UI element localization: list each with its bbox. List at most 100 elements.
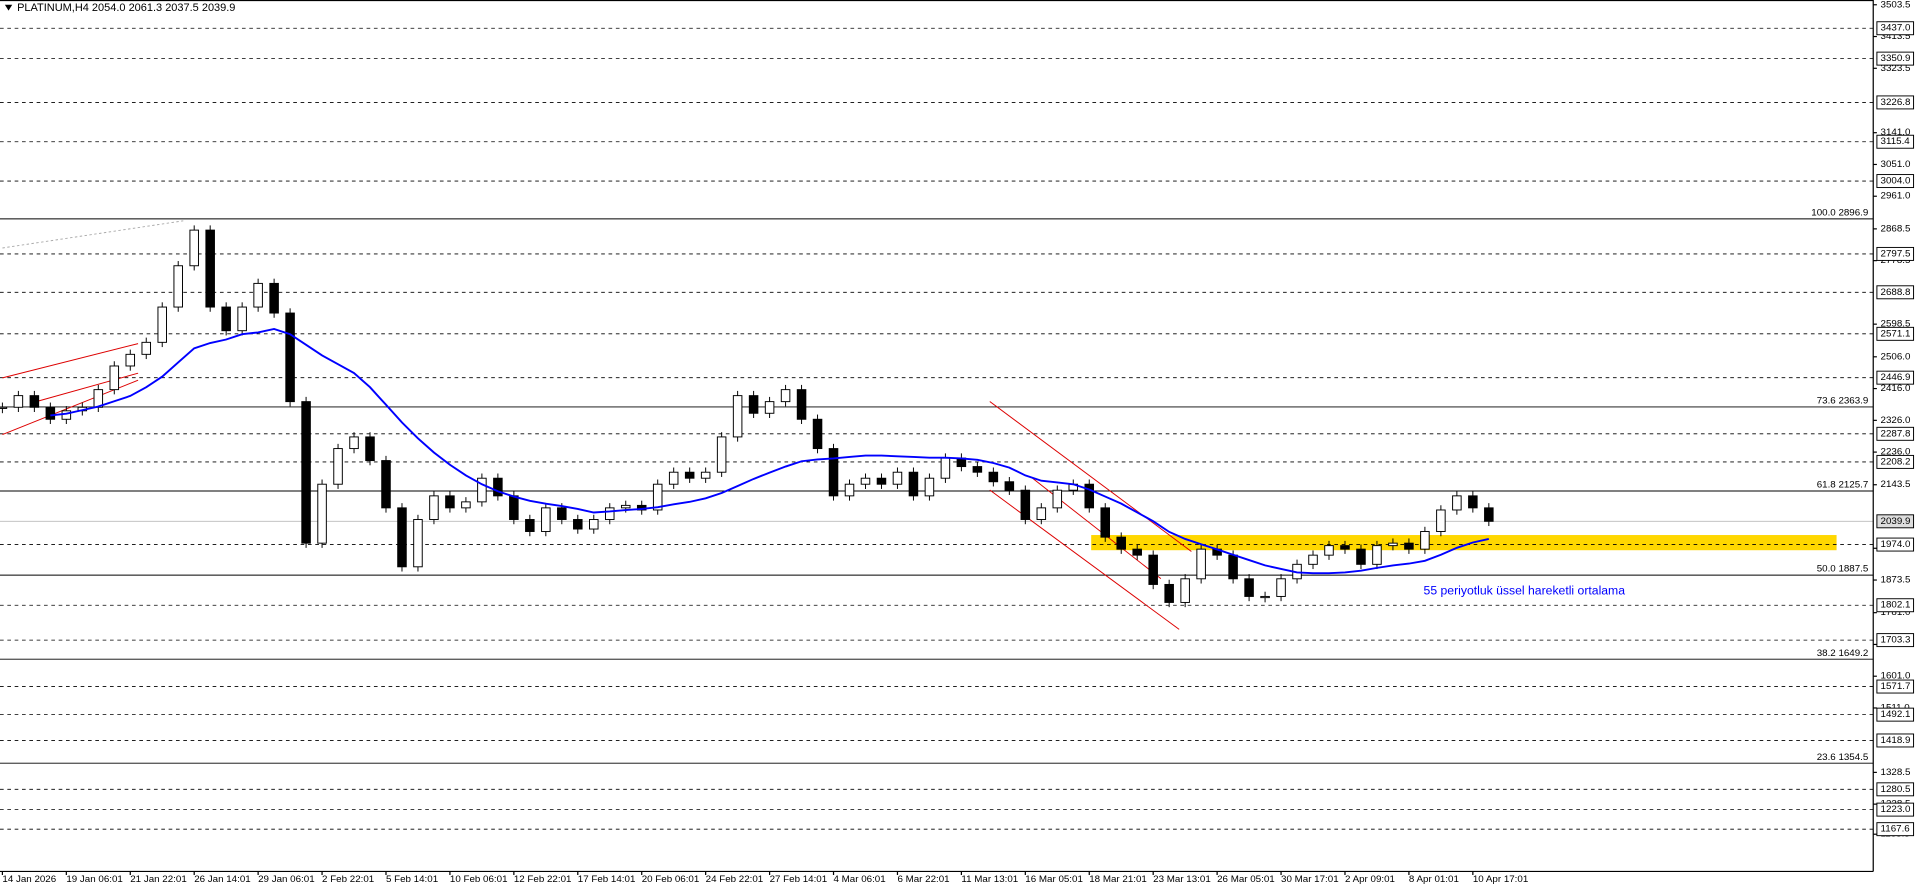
level-label-box (1876, 598, 1915, 613)
candle (333, 448, 343, 485)
title-arrow (4, 4, 13, 11)
level-label: 2208.2 (1881, 457, 1911, 468)
candle (1468, 495, 1478, 509)
candle (525, 519, 535, 532)
candle (1116, 536, 1126, 550)
candle (668, 471, 679, 485)
x-tick-label: 20 Feb 06:01 (642, 874, 700, 885)
x-tick-label: 26 Mar 05:01 (1217, 874, 1275, 885)
x-tick-label: 10 Feb 06:01 (450, 874, 508, 885)
x-tick-label: 17 Feb 14:01 (578, 874, 636, 885)
y-tick-label: 1873.5 (1881, 575, 1911, 586)
x-tick-label: 19 Jan 06:01 (66, 874, 123, 885)
candle (1404, 542, 1414, 550)
chart-title: PLATINUM,H4 2054.0 2061.3 2037.5 2039.9 (17, 2, 235, 14)
level-label: 2688.8 (1881, 287, 1911, 298)
candle (1036, 507, 1047, 520)
candle (796, 389, 807, 420)
candle (780, 389, 791, 403)
candle (0, 406, 8, 409)
candle (1180, 578, 1190, 603)
level-label-box (1876, 21, 1915, 36)
candle (1148, 554, 1158, 585)
y-tick-label: 1781.0 (1881, 607, 1911, 618)
candle (301, 401, 311, 544)
candle (1324, 545, 1334, 556)
level-label-box (1876, 51, 1915, 66)
level-label-box (1876, 537, 1915, 552)
candle (13, 395, 24, 408)
current-price-box (1876, 514, 1915, 529)
fib-label: 23.6 1354.5 (1817, 752, 1869, 763)
level-label: 2571.1 (1881, 328, 1911, 339)
candle (413, 519, 423, 568)
y-tick-label: 3323.5 (1881, 63, 1911, 74)
level-label: 1703.3 (1881, 635, 1911, 646)
level-label-box (1876, 285, 1915, 300)
channel-line (989, 401, 1192, 552)
level-label: 3004.0 (1881, 176, 1911, 187)
candle (1244, 578, 1254, 597)
x-tick-label: 21 Jan 22:01 (130, 874, 187, 885)
level-label-box (1876, 174, 1915, 189)
candle (589, 519, 599, 530)
candle (1228, 554, 1238, 580)
candle (445, 495, 455, 509)
candle (860, 477, 871, 485)
candle (972, 466, 983, 473)
candle (573, 519, 583, 530)
x-tick-label: 2 Apr 09:01 (1345, 874, 1395, 885)
level-label-box (1876, 707, 1915, 722)
candle (1004, 481, 1015, 491)
candle (684, 471, 695, 479)
level-label: 2446.9 (1881, 372, 1911, 383)
x-tick-label: 23 Mar 13:01 (1153, 874, 1211, 885)
candle (461, 501, 471, 509)
candle (1308, 554, 1318, 565)
y-tick-label: 2143.5 (1881, 479, 1911, 490)
candle (1436, 509, 1446, 532)
level-label: 3226.8 (1881, 97, 1911, 108)
x-tick-label: 18 Mar 21:01 (1089, 874, 1147, 885)
candle (477, 477, 487, 503)
level-label-box (1876, 822, 1915, 837)
y-tick-label: 1601.0 (1881, 671, 1911, 682)
level-label: 3350.9 (1881, 53, 1911, 64)
candle (1084, 483, 1095, 509)
candle (1196, 548, 1206, 580)
level-label-box (1876, 782, 1915, 797)
candle (125, 353, 136, 367)
x-tick-label: 2 Feb 22:01 (322, 874, 374, 885)
x-tick-label: 27 Feb 14:01 (770, 874, 828, 885)
candle (652, 483, 663, 511)
ema-line (50, 328, 1490, 575)
level-label: 1223.0 (1881, 804, 1911, 815)
candle (221, 306, 231, 332)
support-zone (1091, 535, 1837, 551)
level-label: 1492.1 (1881, 709, 1911, 720)
candle (828, 448, 839, 497)
candle (732, 395, 743, 438)
channel-line (36, 372, 139, 402)
level-label-box (1876, 733, 1915, 748)
candle (189, 229, 199, 267)
candle (700, 471, 711, 479)
candle (1052, 489, 1063, 509)
candle (429, 495, 439, 520)
y-tick-label: 1328.5 (1881, 767, 1911, 778)
candle (604, 507, 615, 520)
candle (285, 312, 295, 403)
candle (1388, 542, 1398, 547)
x-tick-label: 16 Mar 05:01 (1025, 874, 1083, 885)
level-label: 2797.5 (1881, 249, 1911, 260)
candle (716, 436, 727, 473)
y-tick-label: 3503.5 (1881, 0, 1911, 10)
level-label: 1974.0 (1881, 539, 1911, 550)
level-label-box (1876, 326, 1915, 341)
candle (317, 483, 327, 544)
candle (1484, 507, 1494, 522)
level-label-box (1876, 802, 1915, 817)
level-label-box (1876, 454, 1915, 469)
candle (940, 457, 951, 479)
